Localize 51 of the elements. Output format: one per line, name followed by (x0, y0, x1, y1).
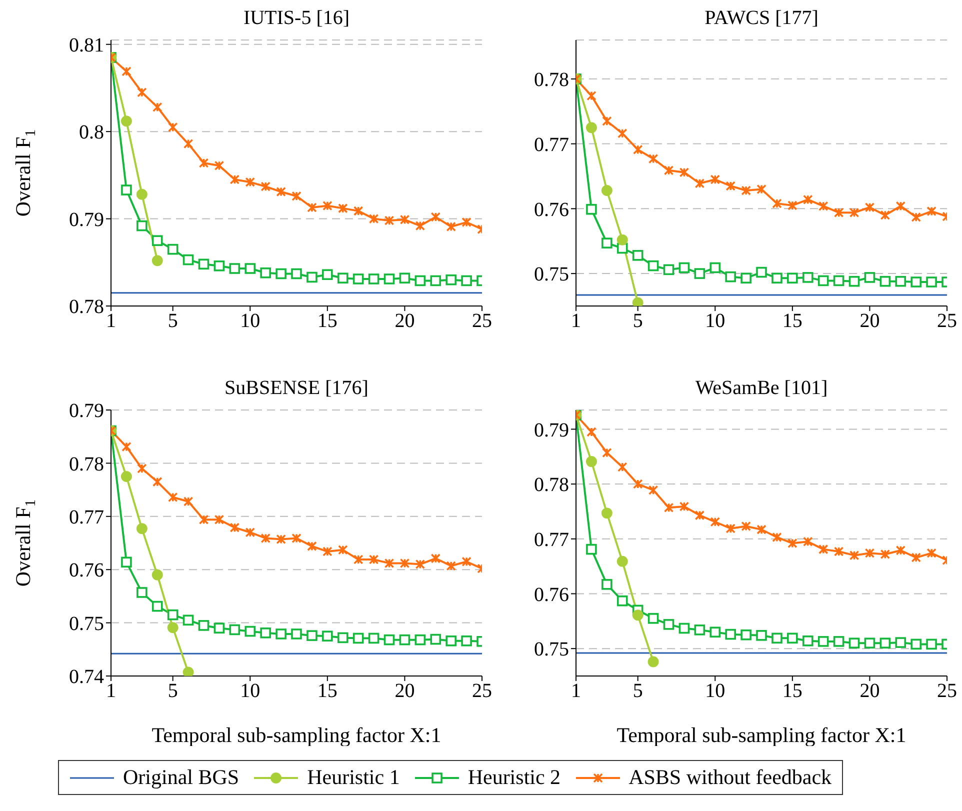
y-tick-label: 0.79 (69, 208, 104, 231)
legend-label: Original BGS (123, 765, 240, 790)
x-tick-label: 25 (472, 680, 492, 702)
y-tick-label: 0.78 (69, 296, 104, 318)
y-tick-label: 0.78 (534, 474, 569, 496)
y-tick-label: 0.79 (69, 400, 104, 422)
chart-title: PAWCS [177] (704, 7, 820, 29)
x-tick-label: 20 (394, 680, 415, 702)
x-tick-label: 1 (571, 680, 581, 702)
legend-label: Heuristic 2 (468, 765, 561, 790)
x-tick-label: 5 (632, 310, 643, 332)
x-tick-label: 15 (782, 680, 802, 702)
y-tick-label: 0.74 (69, 666, 104, 688)
x-tick-label: 15 (782, 310, 802, 332)
y-tick-label: 0.77 (534, 528, 569, 551)
y-tick-label: 0.77 (69, 506, 104, 528)
y-tick-label: 0.78 (534, 69, 569, 92)
y-tick-label: 0.78 (69, 453, 104, 476)
x-tick-label: 25 (937, 310, 957, 332)
x-tick-label: 1 (106, 680, 116, 702)
x-tick-label: 5 (168, 310, 178, 332)
y-tick-label: 0.75 (534, 638, 569, 661)
x-tick-label: 1 (106, 310, 116, 332)
chart-title: WeSamBe [101] (694, 377, 829, 399)
x-tick-label: 20 (860, 310, 880, 332)
y-tick-label: 0.76 (534, 584, 569, 606)
x-tick-label: 15 (317, 310, 338, 332)
y-tick-label: 0.75 (69, 612, 104, 635)
x-tick-label: 5 (632, 680, 643, 702)
x-tick-label: 1 (571, 310, 581, 332)
y-tick-label: 0.81 (69, 34, 104, 56)
chart-title: IUTIS-5 [16] (242, 7, 351, 29)
x-tick-label: 15 (317, 680, 338, 702)
x-tick-label: 20 (394, 310, 415, 332)
y-tick-label: 0.76 (534, 198, 569, 221)
x-tick-label: 10 (240, 680, 260, 702)
x-tick-label: 25 (937, 680, 957, 702)
x-tick-label: 10 (705, 310, 726, 332)
x-tick-label: 10 (240, 310, 260, 332)
y-tick-label: 0.76 (69, 560, 104, 582)
x-tick-label: 25 (472, 310, 492, 332)
x-tick-label: 10 (705, 680, 726, 702)
legend-label: Heuristic 1 (307, 765, 400, 790)
y-tick-label: 0.8 (79, 122, 104, 144)
y-tick-label: 0.79 (534, 419, 569, 442)
y-tick-label: 0.75 (534, 264, 569, 286)
legend-label: ASBS without feedback (628, 765, 832, 790)
x-tick-label: 5 (168, 680, 178, 702)
y-tick-label: 0.77 (534, 134, 569, 156)
x-tick-label: 20 (860, 680, 880, 702)
chart-title: SuBSENSE [176] (224, 377, 370, 399)
